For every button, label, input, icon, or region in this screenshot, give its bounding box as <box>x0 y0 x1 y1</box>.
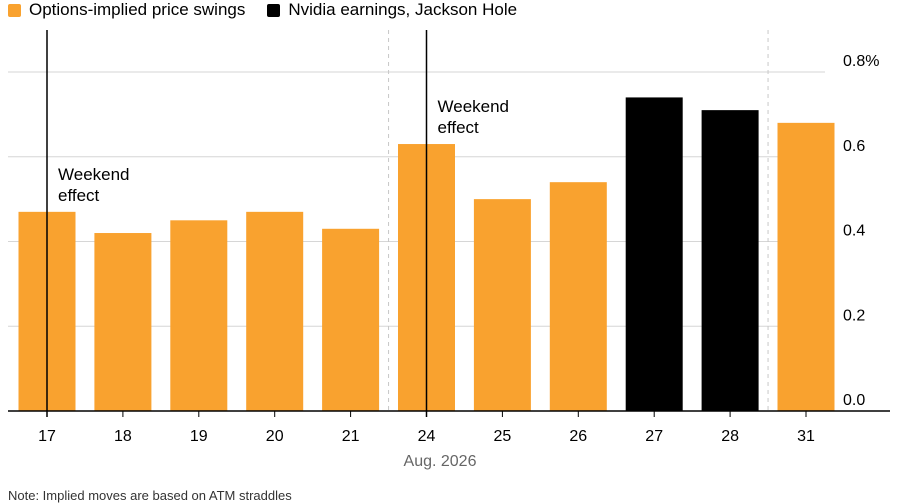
bar-18 <box>94 233 152 411</box>
x-tick-label: 17 <box>38 428 56 445</box>
bar-21 <box>322 228 380 411</box>
x-tick-label: 20 <box>266 428 284 445</box>
legend-swatch-orange <box>8 3 21 17</box>
annotation-label: Weekend effect <box>438 97 510 137</box>
x-tick-label: 31 <box>797 428 815 445</box>
x-tick-label: 28 <box>721 428 739 445</box>
bar-26 <box>549 182 607 411</box>
x-tick-label: 19 <box>190 428 208 445</box>
x-tick-label: 24 <box>418 428 436 445</box>
x-tick-label: 21 <box>342 428 360 445</box>
legend-label-implied-swings: Options-implied price swings <box>29 0 246 19</box>
bar-27 <box>625 97 683 412</box>
y-tick-label: 0.0 <box>843 392 865 409</box>
x-tick-label: 26 <box>569 428 587 445</box>
legend-swatch-black <box>267 3 281 17</box>
x-tick-label: 27 <box>645 428 663 445</box>
annotation-label: Weekend effect <box>58 165 130 205</box>
footnote: Note: Implied moves are based on ATM str… <box>8 488 292 503</box>
y-tick-label: 0.8% <box>843 53 879 70</box>
legend-item-implied-swings: Options-implied price swings <box>8 0 245 20</box>
x-tick-label: 25 <box>494 428 512 445</box>
y-tick-label: 0.4 <box>843 223 865 240</box>
bar-19 <box>170 220 228 411</box>
bar-28 <box>701 110 759 411</box>
legend-label-nvidia-jackson: Nvidia earnings, Jackson Hole <box>288 0 518 19</box>
bar-20 <box>246 211 304 411</box>
x-tick-label: 18 <box>114 428 132 445</box>
bar-25 <box>473 199 531 411</box>
x-axis-label: Aug. 2026 <box>404 453 477 470</box>
bar-31 <box>777 122 835 411</box>
legend-item-nvidia-jackson: Nvidia earnings, Jackson Hole <box>267 0 517 20</box>
y-tick-label: 0.2 <box>843 307 865 324</box>
legend: Options-implied price swings Nvidia earn… <box>8 0 539 20</box>
y-tick-label: 0.6 <box>843 138 865 155</box>
